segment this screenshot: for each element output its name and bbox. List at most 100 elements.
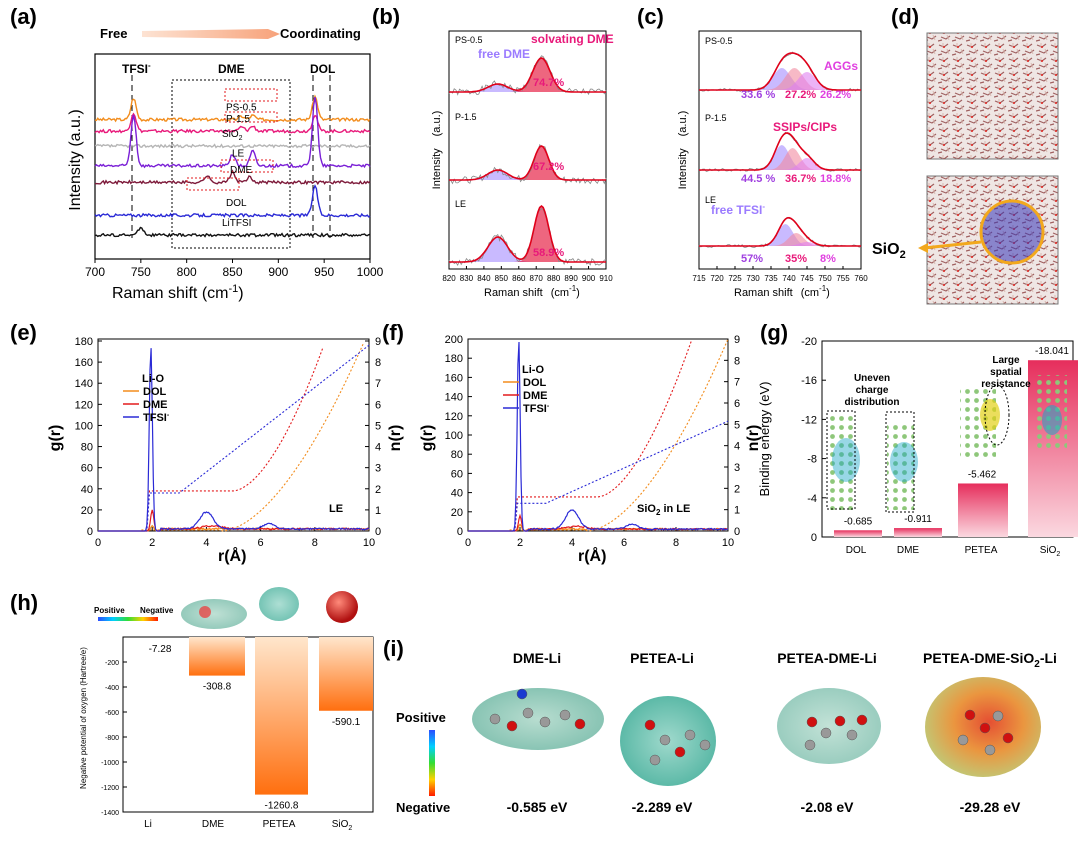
series-label-sio2: SiO2: [222, 129, 243, 142]
c-percent-2: 35%: [785, 253, 807, 265]
dme-thumb-red: [199, 606, 211, 618]
atom: [957, 734, 969, 746]
header-free: Free: [100, 26, 127, 41]
f-xtick-label: 2: [517, 537, 523, 549]
e-ytick-label: 80: [81, 442, 93, 454]
xtick-label-a: 850: [222, 265, 242, 279]
ylabel-h: Negative potential of oxygen (Hartree/e): [79, 647, 88, 789]
atom: [684, 729, 696, 741]
series-label-litfsi: LiTFSI: [222, 218, 251, 229]
g-category-label: DME: [897, 545, 920, 556]
atom: [506, 720, 518, 732]
c-xtick-label: 755: [836, 274, 850, 283]
binding-energy: -2.289 eV: [632, 799, 693, 815]
binding-energy: -0.585 eV: [507, 799, 568, 815]
series-label-ps-0.5: PS-0.5: [226, 103, 257, 114]
e-ytick-label: 0: [87, 526, 93, 538]
e-y2tick-label: 0: [375, 526, 381, 538]
panel-f: (f) 0 2 4 6 8 1002040608010012014016018020001…: [382, 320, 762, 565]
h-ytick-label: -200: [105, 660, 119, 667]
c-xtick-label: 720: [710, 274, 724, 283]
series-sio2: [94, 143, 371, 149]
dol-lattice: [829, 412, 856, 510]
h-value-label: -590.1: [332, 717, 361, 728]
f-ytick-label: 140: [445, 392, 463, 404]
g-bar: [958, 483, 1008, 537]
e-ytick-label: 160: [75, 357, 93, 369]
b-sample-label: P-1.5: [455, 112, 477, 122]
f-ytick-label: 120: [445, 411, 463, 423]
b-xtick-label: 880: [547, 274, 561, 283]
h-bar: [189, 637, 245, 676]
molecule-name: PETEA-Li: [630, 650, 694, 666]
panel-label-g: (g): [760, 320, 788, 345]
h-bar: [319, 637, 373, 711]
e-legend-label: DME: [143, 399, 167, 411]
f-ytick-label: 100: [445, 430, 463, 442]
e-y2tick-label: 1: [375, 505, 381, 517]
c-percent-3: 26.2%: [820, 89, 851, 101]
annotation-free-tfsi: free TFSI-: [711, 202, 765, 217]
h-ytick-label: -800: [105, 735, 119, 742]
molecule-name: PETEA-DME-Li: [777, 650, 877, 666]
g-category-label: DOL: [846, 545, 867, 556]
c-xtick-label: 715: [692, 274, 706, 283]
b-sample-label: PS-0.5: [455, 35, 483, 45]
legend-positive-h: Positive: [94, 606, 125, 615]
f-nr-2: [509, 420, 729, 532]
g-category-label: SiO2: [1040, 545, 1061, 558]
dol-dashed-box: [826, 410, 856, 510]
dme-region-box: [171, 79, 291, 249]
panel-d: (d) SiO2: [872, 4, 1059, 305]
petea-charge-blob: [980, 399, 1000, 431]
e-xtick-label: 0: [95, 537, 101, 549]
axes-frame-c: [698, 30, 862, 270]
g-ytick-label: 0: [811, 532, 817, 544]
f-legend-label: TFSI-: [523, 403, 550, 415]
panel-label-a: (a): [10, 4, 37, 29]
h-ytick-label: -1400: [101, 810, 119, 817]
atom: [574, 718, 586, 730]
c-component-fill: [699, 68, 861, 90]
c-percent-3: 8%: [820, 253, 836, 265]
h-ytick-label: -1000: [101, 760, 119, 767]
c-percent-1: 33.6 %: [741, 89, 775, 101]
panel-label-c: (c): [637, 4, 664, 29]
region-dme: DME: [218, 62, 245, 76]
c-component-fill: [699, 72, 861, 90]
e-y2tick-label: 9: [375, 336, 381, 348]
e-ytick-label: 140: [75, 378, 93, 390]
panel-c: (c) Intensity(a.u.) PS-0.5 33.6 % 27.2% 26.…: [637, 4, 868, 299]
b-component-fill: [449, 84, 606, 92]
f-y2tick-label: 2: [734, 483, 740, 495]
axes-frame-e: [97, 338, 370, 532]
c-xtick-label: 730: [746, 274, 760, 283]
md-box-le: [926, 32, 1059, 160]
f-ytick-label: 200: [445, 334, 463, 346]
dme-li-surface: [472, 688, 604, 750]
e-xtick-label: 8: [312, 537, 318, 549]
b-xtick-label: 850: [495, 274, 509, 283]
e-xtick-label: 10: [363, 537, 375, 549]
g-value-label: -0.685: [844, 516, 873, 527]
e-xtick-label: 4: [203, 537, 209, 549]
corner-label-e: LE: [329, 503, 343, 515]
atom: [1002, 732, 1014, 744]
f-xtick-label: 8: [673, 537, 679, 549]
sio2-cluster: [979, 199, 1045, 265]
g-category-label: PETEA: [965, 545, 998, 556]
f-xtick-label: 6: [621, 537, 627, 549]
series-label-dol: DOL: [226, 198, 247, 209]
f-legend-label: DOL: [523, 377, 547, 389]
e-xtick-label: 6: [258, 537, 264, 549]
zoom-box-le: [220, 159, 274, 173]
xlabel-a: Raman shift (cm-1): [112, 283, 244, 302]
series-label-dme: DME: [230, 165, 253, 176]
b-component-fill: [449, 170, 606, 180]
legend-negative-h: Negative: [140, 606, 174, 615]
atom: [659, 734, 671, 746]
g-ytick-label: -12: [801, 414, 817, 426]
f-y2tick-label: 0: [734, 526, 740, 538]
e-ytick-label: 120: [75, 399, 93, 411]
